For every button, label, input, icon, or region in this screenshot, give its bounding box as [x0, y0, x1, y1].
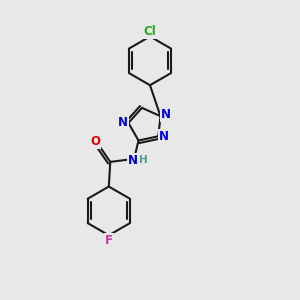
Text: O: O: [90, 136, 100, 148]
Text: F: F: [105, 234, 113, 247]
Text: Cl: Cl: [144, 25, 156, 38]
Text: N: N: [159, 130, 169, 143]
Text: N: N: [161, 108, 171, 121]
Text: N: N: [118, 116, 128, 129]
Text: H: H: [139, 155, 147, 165]
Text: N: N: [128, 154, 138, 167]
